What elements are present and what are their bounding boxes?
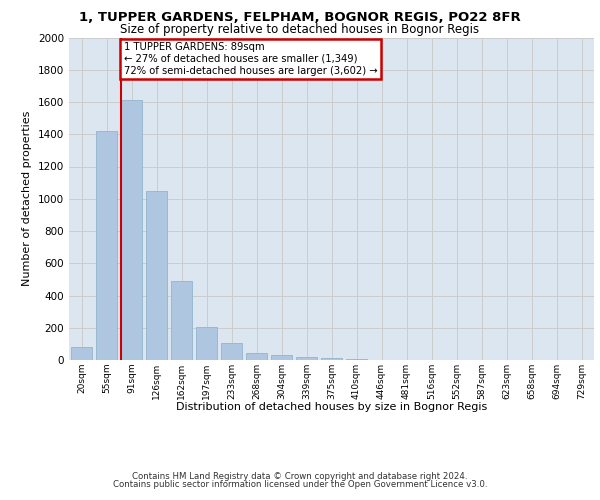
Bar (171, 281, 192, 360)
Bar (196, 327, 217, 360)
Bar (321, 358, 342, 360)
Text: Contains HM Land Registry data © Crown copyright and database right 2024.: Contains HM Land Registry data © Crown c… (132, 472, 468, 481)
X-axis label: Distribution of detached houses by size in Bognor Regis: Distribution of detached houses by size … (176, 402, 487, 412)
Text: 1 TUPPER GARDENS: 89sqm
← 27% of detached houses are smaller (1,349)
72% of semi: 1 TUPPER GARDENS: 89sqm ← 27% of detache… (124, 42, 377, 76)
Text: Size of property relative to detached houses in Bognor Regis: Size of property relative to detached ho… (121, 22, 479, 36)
Bar (71, 347, 92, 360)
Bar (96, 131, 117, 360)
Text: 1, TUPPER GARDENS, FELPHAM, BOGNOR REGIS, PO22 8FR: 1, TUPPER GARDENS, FELPHAM, BOGNOR REGIS… (79, 11, 521, 24)
Bar (271, 356, 292, 360)
Text: Contains public sector information licensed under the Open Government Licence v3: Contains public sector information licen… (113, 480, 487, 489)
Bar (246, 353, 267, 360)
Y-axis label: Number of detached properties: Number of detached properties (22, 111, 32, 286)
Bar (121, 100, 142, 360)
Bar (346, 359, 367, 360)
Bar (296, 357, 317, 360)
Bar (146, 192, 167, 360)
Bar (221, 343, 242, 360)
